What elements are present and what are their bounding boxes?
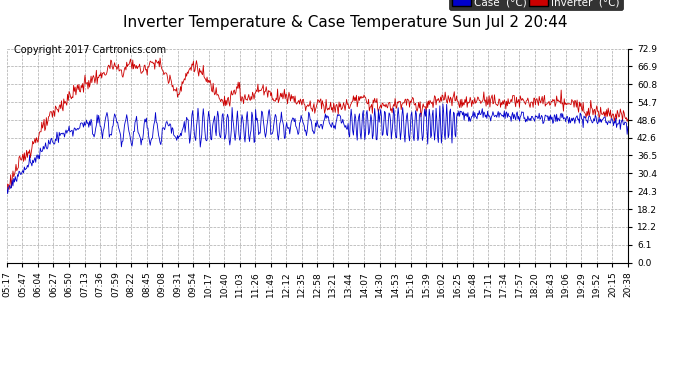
Text: Inverter Temperature & Case Temperature Sun Jul 2 20:44: Inverter Temperature & Case Temperature … (123, 15, 567, 30)
Legend: Case  (°C), Inverter  (°C): Case (°C), Inverter (°C) (449, 0, 622, 10)
Text: Copyright 2017 Cartronics.com: Copyright 2017 Cartronics.com (14, 45, 166, 55)
